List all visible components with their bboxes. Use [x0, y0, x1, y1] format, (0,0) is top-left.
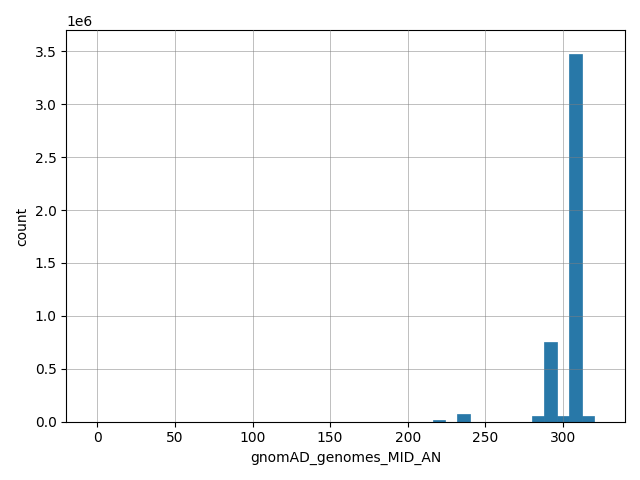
Y-axis label: count: count [15, 206, 29, 245]
Bar [544, 342, 557, 422]
Bar [569, 54, 582, 422]
Bar [582, 416, 594, 422]
Bar [557, 416, 569, 422]
Bar [458, 414, 470, 422]
Bar [532, 416, 544, 422]
X-axis label: gnomAD_genomes_MID_AN: gnomAD_genomes_MID_AN [250, 451, 441, 465]
Bar [433, 420, 445, 422]
